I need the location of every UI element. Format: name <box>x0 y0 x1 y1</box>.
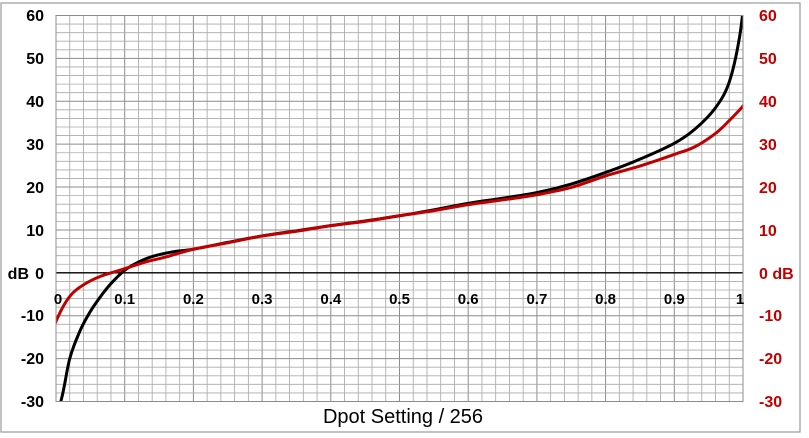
svg-text:-20: -20 <box>21 351 44 368</box>
svg-text:-30: -30 <box>759 394 782 411</box>
svg-text:10: 10 <box>26 223 44 240</box>
svg-text:0 dB: 0 dB <box>759 266 794 283</box>
svg-text:-10: -10 <box>759 308 782 325</box>
svg-text:-10: -10 <box>21 308 44 325</box>
svg-text:20: 20 <box>26 180 44 197</box>
svg-text:0.9: 0.9 <box>664 291 685 308</box>
svg-text:0.6: 0.6 <box>458 291 479 308</box>
svg-text:60: 60 <box>26 8 44 25</box>
svg-text:30: 30 <box>759 137 777 154</box>
svg-text:0.5: 0.5 <box>389 291 410 308</box>
svg-text:-30: -30 <box>21 394 44 411</box>
svg-text:0: 0 <box>35 266 44 283</box>
svg-text:40: 40 <box>26 94 44 111</box>
svg-text:0.4: 0.4 <box>320 291 342 308</box>
svg-text:60: 60 <box>759 8 777 25</box>
svg-text:Dpot Setting / 256: Dpot Setting / 256 <box>323 406 483 428</box>
svg-text:50: 50 <box>759 51 777 68</box>
svg-text:0.1: 0.1 <box>114 291 135 308</box>
svg-text:1: 1 <box>736 291 744 308</box>
svg-text:0: 0 <box>54 291 62 308</box>
svg-text:0.2: 0.2 <box>183 291 204 308</box>
svg-text:dB: dB <box>8 266 29 283</box>
svg-text:50: 50 <box>26 51 44 68</box>
svg-text:0.8: 0.8 <box>595 291 616 308</box>
svg-text:20: 20 <box>759 180 777 197</box>
svg-text:0.3: 0.3 <box>252 291 273 308</box>
svg-text:0.7: 0.7 <box>526 291 547 308</box>
svg-text:40: 40 <box>759 94 777 111</box>
svg-text:10: 10 <box>759 223 777 240</box>
svg-text:-20: -20 <box>759 351 782 368</box>
svg-text:30: 30 <box>26 137 44 154</box>
